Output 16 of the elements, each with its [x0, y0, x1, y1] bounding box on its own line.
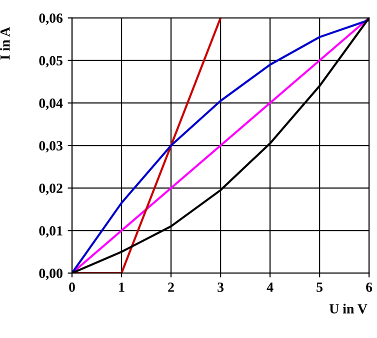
x-tick-label: 1 — [119, 282, 124, 292]
x-tick-label: 6 — [366, 282, 372, 292]
x-tick-label: 2 — [168, 282, 174, 292]
y-tick-label: 0,04 — [39, 98, 63, 110]
y-tick-label: 0,02 — [39, 184, 62, 196]
y-tick-label: 0,05 — [39, 56, 62, 68]
y-tick-label: 0,06 — [39, 13, 63, 25]
y-tick-label: 0,01 — [39, 226, 62, 238]
x-tick-label: 4 — [266, 282, 274, 292]
x-tick-label: 5 — [316, 282, 323, 292]
y-axis-title: I in A — [0, 26, 10, 60]
x-axis-title: U in V — [329, 304, 368, 314]
x-tick-label: 0 — [69, 282, 75, 292]
y-tick-label: 0,03 — [39, 141, 63, 152]
x-tick-label: 3 — [218, 282, 224, 292]
y-tick-label: 0,00 — [39, 268, 62, 280]
